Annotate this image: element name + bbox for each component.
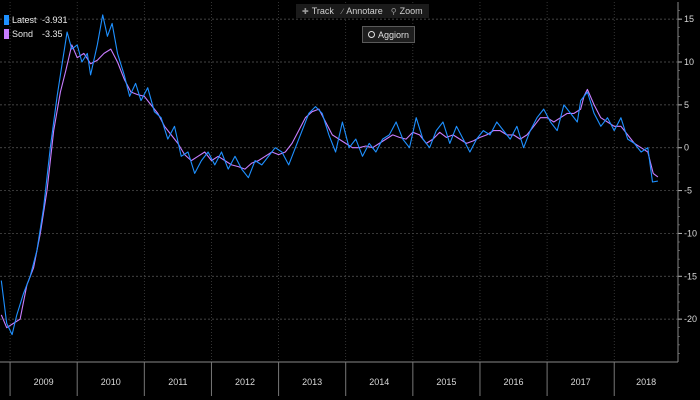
- x-tick-label: 2018: [636, 377, 656, 387]
- x-tick-label: 2015: [436, 377, 456, 387]
- y-tick-label: 10: [684, 57, 694, 67]
- track-button[interactable]: ✚ Track: [302, 6, 334, 16]
- series-lines: [0, 14, 659, 336]
- legend-swatch-sond: [4, 29, 9, 39]
- x-tick-label: 2016: [504, 377, 524, 387]
- zoom-button[interactable]: ⚲ Zoom: [391, 6, 423, 16]
- x-tick-label: 2011: [168, 377, 187, 387]
- y-axis: 15 10 5 0 -5 -10 -15 -20: [677, 2, 697, 362]
- series-line-latest: [0, 14, 658, 336]
- legend-swatch-latest: [4, 15, 9, 25]
- x-tick-label: 2012: [235, 377, 255, 387]
- legend-item-sond[interactable]: Sond -3.35: [4, 27, 68, 41]
- grid-lines: [0, 18, 678, 320]
- x-tick-label: 2014: [369, 377, 389, 387]
- crosshair-icon: ✚: [302, 6, 309, 16]
- y-tick-label: -10: [684, 228, 697, 238]
- pencil-icon: ∕: [341, 6, 344, 16]
- series-line-sond: [0, 44, 659, 329]
- update-button[interactable]: Aggiorn: [362, 26, 416, 43]
- update-label: Aggiorn: [378, 29, 410, 40]
- legend-name-sond: Sond: [12, 29, 34, 39]
- y-tick-label: -20: [684, 314, 697, 324]
- legend-value-latest: -3.931: [42, 15, 68, 25]
- chart-toolbar: ✚ Track ∕ Annotare ⚲ Zoom: [296, 4, 429, 18]
- annotate-label: Annotare: [346, 6, 383, 16]
- y-tick-label: 15: [684, 14, 694, 24]
- x-tick-label: 2017: [571, 377, 591, 387]
- y-tick-label: -15: [684, 271, 697, 281]
- zoom-label: Zoom: [399, 6, 423, 16]
- legend-item-latest[interactable]: Latest -3.931: [4, 13, 68, 27]
- radio-icon: [368, 31, 375, 38]
- annotate-button[interactable]: ∕ Annotare: [342, 6, 383, 16]
- legend: Latest -3.931 Sond -3.35: [4, 13, 68, 41]
- magnifier-icon: ⚲: [390, 6, 397, 16]
- y-tick-label: 0: [684, 143, 689, 153]
- y-tick-label: -5: [684, 186, 692, 196]
- legend-name-latest: Latest: [12, 15, 37, 25]
- x-tick-label: 2013: [302, 377, 322, 387]
- legend-value-sond: -3.35: [42, 29, 63, 39]
- y-tick-label: 5: [684, 100, 689, 110]
- x-axis: 2009 2010 2011 2012 2013 2014 2015 2016 2017 2018: [0, 361, 678, 396]
- track-label: Track: [311, 6, 334, 16]
- x-tick-label: 2009: [34, 377, 54, 387]
- year-dividers: [9, 2, 615, 362]
- x-tick-label: 2010: [101, 377, 121, 387]
